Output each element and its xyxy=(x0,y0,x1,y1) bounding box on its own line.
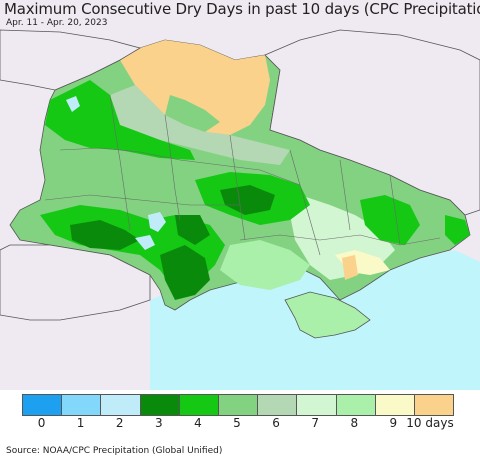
legend-label-1: 1 xyxy=(76,416,85,430)
legend-swatch-3 xyxy=(140,395,180,415)
legend-label-4: 4 xyxy=(194,416,202,430)
source-note: Source: NOAA/CPC Precipitation (Global U… xyxy=(6,446,223,456)
legend-swatch-2 xyxy=(101,395,141,415)
legend-label-8: 8 xyxy=(350,416,359,430)
legend-unit-label: 10 days xyxy=(406,416,454,430)
legend-swatch-4 xyxy=(179,395,219,415)
legend-swatch-9 xyxy=(375,395,415,415)
legend-colorbar xyxy=(22,394,454,416)
belarus-region xyxy=(0,29,142,91)
date-range: Apr. 11 - Apr. 20, 2023 xyxy=(6,18,108,28)
center-dark-green xyxy=(175,215,210,245)
legend-swatch-10 xyxy=(414,395,454,415)
legend-label-2: 2 xyxy=(115,416,124,430)
central-dark-green xyxy=(220,185,275,215)
far-east-bright-green xyxy=(445,215,470,245)
legend-swatch-6 xyxy=(258,395,298,415)
moldova-region xyxy=(0,244,151,321)
legend-swatch-8 xyxy=(336,395,376,415)
crimea xyxy=(284,291,371,339)
legend-label-9: 9 xyxy=(389,416,398,430)
azov-orange-spot xyxy=(342,255,358,280)
northwest-blue-spot xyxy=(66,96,80,112)
light-green-south xyxy=(220,240,310,290)
pale-green-band xyxy=(110,85,290,165)
legend-swatch-0 xyxy=(23,395,63,415)
map-title: Maximum Consecutive Dry Days in past 10 … xyxy=(4,0,480,18)
north-dry-region xyxy=(120,40,270,135)
legend-swatch-5 xyxy=(218,395,259,415)
precipitation-map xyxy=(0,0,480,390)
legend-label-6: 6 xyxy=(272,416,280,430)
legend-label-3: 3 xyxy=(154,416,163,430)
legend-label-5: 5 xyxy=(233,416,241,430)
southwest-dark-green xyxy=(70,220,140,250)
east-bright-green xyxy=(360,195,420,245)
south-dark-green xyxy=(160,245,210,300)
north-green-wedge xyxy=(165,95,220,132)
legend-label-0: 0 xyxy=(37,416,46,430)
southwest-blue-spot xyxy=(135,235,155,250)
legend-label-7: 7 xyxy=(311,416,319,430)
legend-swatch-7 xyxy=(297,395,337,415)
russia-region xyxy=(264,29,480,216)
legend-swatch-1 xyxy=(62,395,102,415)
oblast-borders xyxy=(44,94,441,256)
northwest-bright-green xyxy=(45,80,195,160)
legend-labels: 0 1 2 3 4 5 6 7 8 9 xyxy=(22,416,480,432)
south-blue-spot xyxy=(148,212,166,232)
